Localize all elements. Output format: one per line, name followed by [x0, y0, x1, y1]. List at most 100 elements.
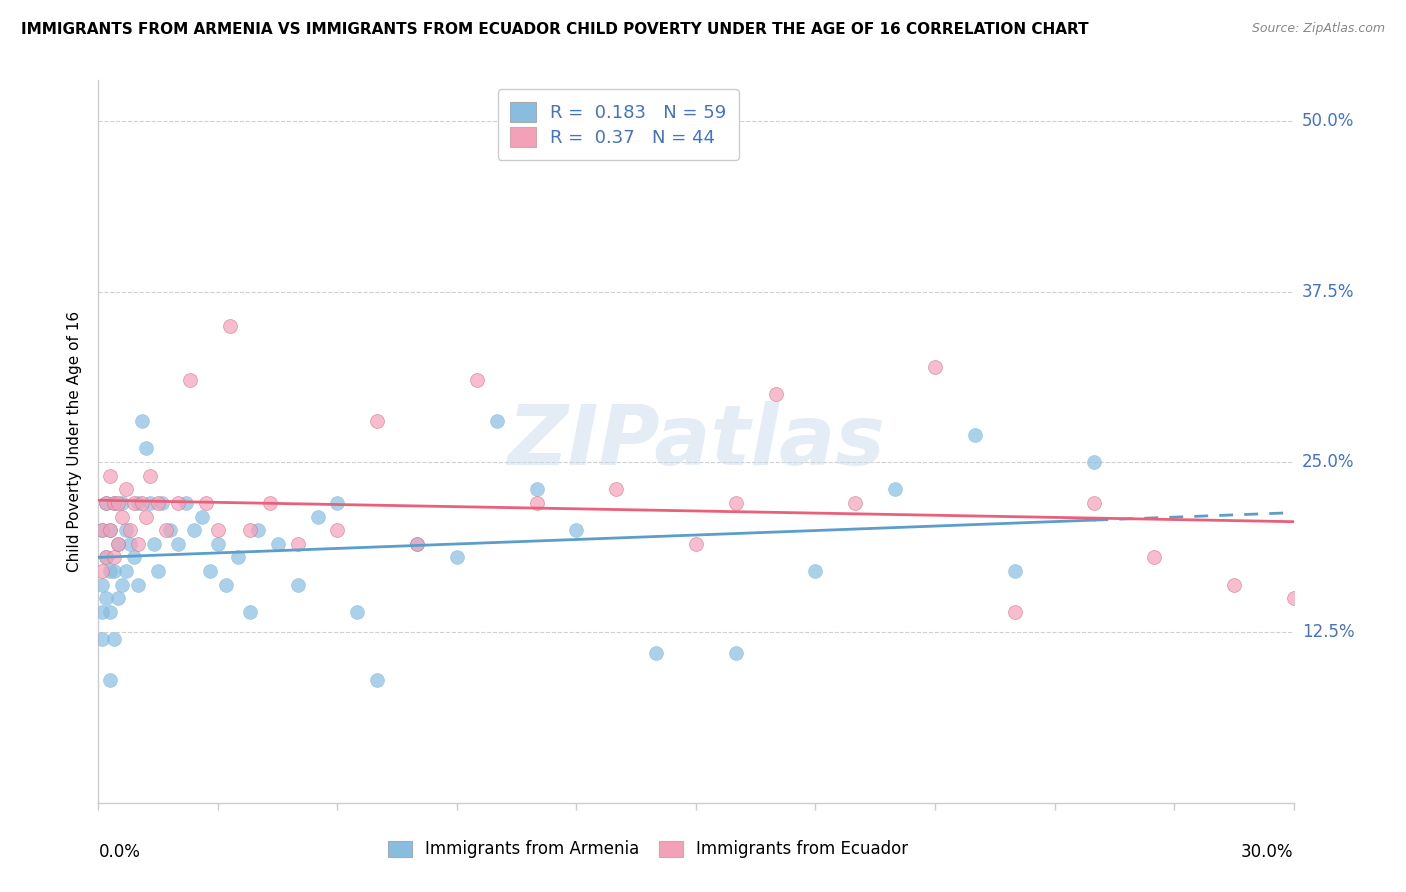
Point [765, 387, 787, 401]
Point [174, 496, 197, 510]
Point [115, 523, 138, 537]
Point [103, 496, 125, 510]
Point [179, 373, 201, 387]
Point [287, 537, 309, 551]
Point [127, 577, 149, 591]
Point [1004, 564, 1026, 578]
Point [844, 496, 866, 510]
Point [446, 550, 468, 565]
Point [924, 359, 946, 374]
Point [96, 550, 118, 565]
Point [103, 550, 125, 565]
Legend: Immigrants from Armenia, Immigrants from Ecuador: Immigrants from Armenia, Immigrants from… [380, 832, 917, 867]
Point [98, 468, 122, 483]
Point [103, 496, 125, 510]
Point [150, 496, 173, 510]
Point [1143, 550, 1166, 565]
Point [98, 673, 122, 687]
Point [346, 605, 368, 619]
Point [124, 550, 146, 565]
Point [107, 537, 129, 551]
Text: IMMIGRANTS FROM ARMENIA VS IMMIGRANTS FROM ECUADOR CHILD POVERTY UNDER THE AGE O: IMMIGRANTS FROM ARMENIA VS IMMIGRANTS FR… [21, 22, 1088, 37]
Point [287, 577, 309, 591]
Point [131, 414, 153, 428]
Point [111, 577, 134, 591]
Point [111, 509, 134, 524]
Point [96, 496, 118, 510]
Point [143, 537, 166, 551]
Point [139, 468, 162, 483]
Point [115, 482, 138, 496]
Point [98, 605, 122, 619]
Point [605, 482, 627, 496]
Point [198, 564, 221, 578]
Point [267, 537, 290, 551]
Text: ZIPatlas: ZIPatlas [508, 401, 884, 482]
Text: 12.5%: 12.5% [1302, 624, 1354, 641]
Text: 0.0%: 0.0% [98, 843, 141, 861]
Point [91, 523, 114, 537]
Point [1223, 577, 1246, 591]
Point [98, 523, 122, 537]
Point [884, 482, 907, 496]
Point [307, 509, 329, 524]
Point [1004, 605, 1026, 619]
Point [226, 550, 249, 565]
Point [91, 632, 114, 647]
Point [127, 496, 149, 510]
Point [139, 496, 162, 510]
Point [96, 591, 118, 606]
Point [183, 523, 205, 537]
Point [1282, 591, 1305, 606]
Point [366, 414, 388, 428]
Point [326, 496, 349, 510]
Point [195, 496, 218, 510]
Point [465, 373, 488, 387]
Point [724, 496, 747, 510]
Point [148, 496, 170, 510]
Point [115, 564, 138, 578]
Point [98, 564, 122, 578]
Point [135, 442, 157, 456]
Point [159, 523, 181, 537]
Point [406, 537, 429, 551]
Point [804, 564, 827, 578]
Point [565, 523, 588, 537]
Point [91, 577, 114, 591]
Point [127, 537, 149, 551]
Point [91, 564, 114, 578]
Point [1083, 455, 1105, 469]
Point [91, 523, 114, 537]
Point [485, 414, 508, 428]
Point [366, 673, 388, 687]
Point [239, 605, 262, 619]
Text: 25.0%: 25.0% [1302, 453, 1354, 471]
Point [207, 523, 229, 537]
Point [120, 537, 142, 551]
Point [167, 537, 190, 551]
Point [406, 537, 429, 551]
Point [207, 537, 229, 551]
Point [724, 646, 747, 660]
Point [1083, 496, 1105, 510]
Y-axis label: Child Poverty Under the Age of 16: Child Poverty Under the Age of 16 [67, 311, 83, 572]
Point [107, 591, 129, 606]
Point [326, 523, 349, 537]
Point [148, 564, 170, 578]
Point [155, 523, 177, 537]
Text: Source: ZipAtlas.com: Source: ZipAtlas.com [1251, 22, 1385, 36]
Point [98, 523, 122, 537]
Point [526, 482, 548, 496]
Point [124, 496, 146, 510]
Point [111, 496, 134, 510]
Point [685, 537, 707, 551]
Point [191, 509, 214, 524]
Point [219, 318, 242, 333]
Point [120, 523, 142, 537]
Point [96, 496, 118, 510]
Point [107, 537, 129, 551]
Point [103, 564, 125, 578]
Point [135, 509, 157, 524]
Point [239, 523, 262, 537]
Point [526, 496, 548, 510]
